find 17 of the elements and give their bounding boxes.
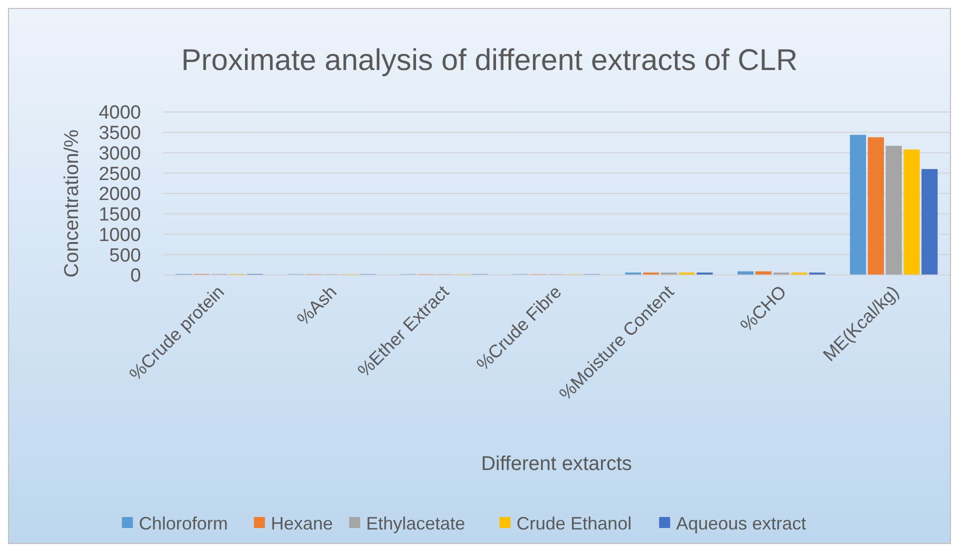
legend-label: Ethylacetate <box>366 513 466 534</box>
legend-label: Crude Ethanol <box>516 513 632 534</box>
y-tick-label: 3000 <box>98 143 141 164</box>
y-tick-label: 1000 <box>98 224 141 246</box>
chart-title: Proximate analysis of different extracts of CLR <box>181 44 798 77</box>
y-tick-label: 0 <box>130 266 141 287</box>
y-tick-label: 3500 <box>98 123 141 144</box>
legend-label: Chloroform <box>138 513 228 534</box>
y-tick-label: 2500 <box>98 164 141 185</box>
y-tick-label: 4000 <box>98 102 141 124</box>
x-axis-title: Different extarcts <box>481 453 632 475</box>
y-tick-label: 1500 <box>98 204 141 226</box>
legend-label: Aqueous extract <box>676 513 806 534</box>
y-tick-label: 2000 <box>98 184 141 206</box>
y-tick-label: 500 <box>109 245 141 266</box>
y-axis-title: Concentration/% <box>61 129 83 278</box>
legend-label: Hexane <box>270 513 333 534</box>
